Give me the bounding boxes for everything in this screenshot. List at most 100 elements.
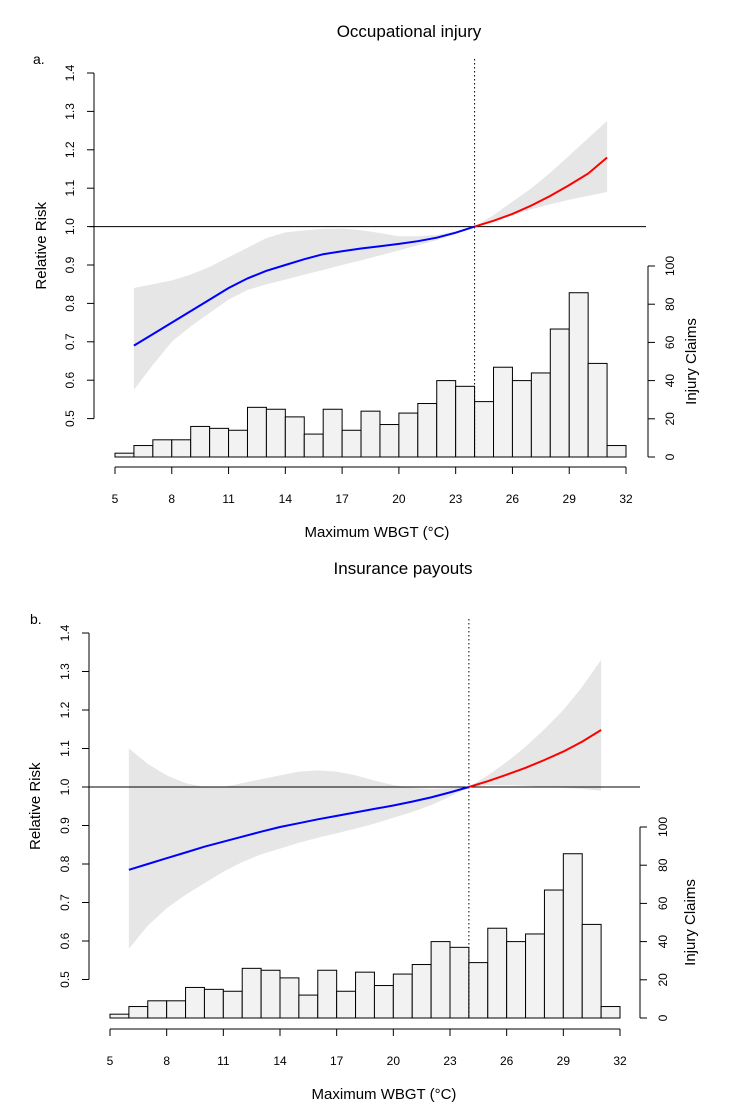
- histogram-bar: [114, 452, 135, 458]
- y-tick-label: 1.4: [63, 64, 77, 81]
- x-tick-label: 11: [217, 1054, 230, 1068]
- x-tick-label: 23: [449, 492, 463, 506]
- histogram-bar: [562, 853, 583, 1019]
- x-tick-label: 17: [335, 492, 349, 506]
- y2-tick-label: 40: [656, 935, 670, 949]
- y-tick-label: 0.8: [58, 855, 72, 872]
- rr-curve-below: [128, 786, 470, 871]
- x-tick-label: 32: [619, 492, 633, 506]
- histogram-bar: [171, 439, 192, 458]
- histogram-bar: [525, 933, 545, 1019]
- histogram-bar: [411, 964, 432, 1019]
- histogram-bar: [209, 427, 230, 458]
- histogram-bar: [185, 986, 205, 1019]
- histogram-bar: [474, 401, 495, 458]
- histogram-bar: [152, 439, 173, 458]
- x-axis-label: Maximum WBGT (°C): [312, 1086, 457, 1103]
- x-tick-label: 29: [557, 1054, 571, 1068]
- histogram-bar: [260, 969, 281, 1019]
- histogram-bar: [543, 889, 564, 1019]
- rr-curve-below: [133, 225, 475, 347]
- y-tick-label: 0.6: [58, 932, 72, 949]
- histogram-bar: [487, 927, 508, 1019]
- histogram-bar: [128, 1006, 149, 1019]
- confidence-band: [133, 121, 608, 390]
- y-tick-label: 1.3: [58, 663, 72, 680]
- histogram-bar: [373, 985, 394, 1019]
- histogram-bar: [568, 292, 589, 458]
- rr-curve-above: [468, 729, 602, 788]
- histogram-bar: [284, 416, 305, 458]
- y2-tick-label: 20: [656, 973, 670, 987]
- histogram-bar: [228, 429, 248, 458]
- y-axis-label: Relative Risk: [27, 762, 44, 850]
- histogram-bar: [587, 362, 608, 458]
- y-tick-label: 0.5: [63, 410, 77, 427]
- histogram-bar: [279, 977, 300, 1019]
- histogram-bar: [530, 372, 551, 458]
- y-tick-label: 1.1: [63, 180, 77, 197]
- histogram-bar: [511, 380, 532, 458]
- x-axis-label: Maximum WBGT (°C): [305, 524, 450, 541]
- x-tick-label: 26: [500, 1054, 514, 1068]
- x-tick-label: 26: [506, 492, 520, 506]
- histogram-bar: [417, 403, 438, 458]
- histogram-bar: [147, 1000, 168, 1019]
- histogram-bar: [336, 990, 357, 1019]
- histogram-bar: [549, 328, 570, 458]
- histogram-bar: [317, 969, 338, 1019]
- y-tick-label: 1.2: [58, 701, 72, 718]
- x-tick-label: 8: [163, 1054, 170, 1068]
- histogram-bar: [436, 380, 457, 458]
- histogram-bar: [303, 433, 324, 458]
- y-tick-label: 0.6: [63, 372, 77, 389]
- y-tick-label: 0.9: [58, 817, 72, 834]
- rr-curve-above: [474, 156, 608, 228]
- x-tick-label: 14: [273, 1054, 287, 1068]
- histogram-bar: [241, 967, 262, 1019]
- chart-title: Occupational injury: [337, 22, 482, 41]
- y-tick-label: 0.9: [63, 256, 77, 273]
- histogram-bar: [322, 408, 343, 458]
- y2-axis-label: Injury Claims: [682, 879, 699, 966]
- histogram-bar: [341, 429, 362, 458]
- histogram-bar: [581, 923, 602, 1019]
- x-tick-label: 32: [613, 1054, 627, 1068]
- histogram-bar: [109, 1013, 130, 1019]
- x-tick-label: 5: [107, 1054, 114, 1068]
- y2-tick-label: 0: [656, 1014, 670, 1021]
- histogram-bar: [360, 410, 381, 458]
- histogram-bar: [379, 424, 400, 458]
- y-tick-label: 0.7: [63, 333, 77, 350]
- y2-tick-label: 100: [663, 256, 677, 276]
- y2-tick-label: 60: [663, 335, 677, 349]
- x-tick-label: 23: [443, 1054, 457, 1068]
- y-tick-label: 1.4: [58, 624, 72, 641]
- y2-tick-label: 80: [656, 858, 670, 872]
- y-tick-label: 0.5: [58, 971, 72, 988]
- confidence-band: [128, 659, 602, 949]
- histogram-bar: [246, 406, 267, 458]
- x-tick-label: 14: [279, 492, 293, 506]
- chart-panel-1: Occupational injury a. 5 8 11 14 17 20 23 26 29 32 M…: [33, 22, 700, 541]
- histogram-bar: [449, 946, 470, 1019]
- y2-tick-label: 60: [656, 896, 670, 910]
- histogram-bar: [606, 445, 627, 458]
- histogram-bar: [468, 962, 489, 1019]
- x-tick-label: 5: [112, 492, 119, 506]
- panel-label: b.: [30, 611, 42, 627]
- y-tick-label: 0.7: [58, 894, 72, 911]
- y-tick-label: 1.0: [63, 218, 77, 235]
- panel-label: a.: [33, 51, 45, 67]
- histogram-bar: [265, 408, 286, 458]
- x-tick-label: 17: [330, 1054, 344, 1068]
- histogram-bar: [355, 971, 375, 1019]
- histogram-bar: [222, 990, 243, 1019]
- histogram-bar: [398, 412, 419, 458]
- y-tick-label: 1.3: [63, 103, 77, 120]
- y-tick-label: 0.8: [63, 295, 77, 312]
- x-tick-label: 20: [387, 1054, 401, 1068]
- chart-title: Insurance payouts: [334, 559, 473, 578]
- histogram-bar: [203, 988, 224, 1019]
